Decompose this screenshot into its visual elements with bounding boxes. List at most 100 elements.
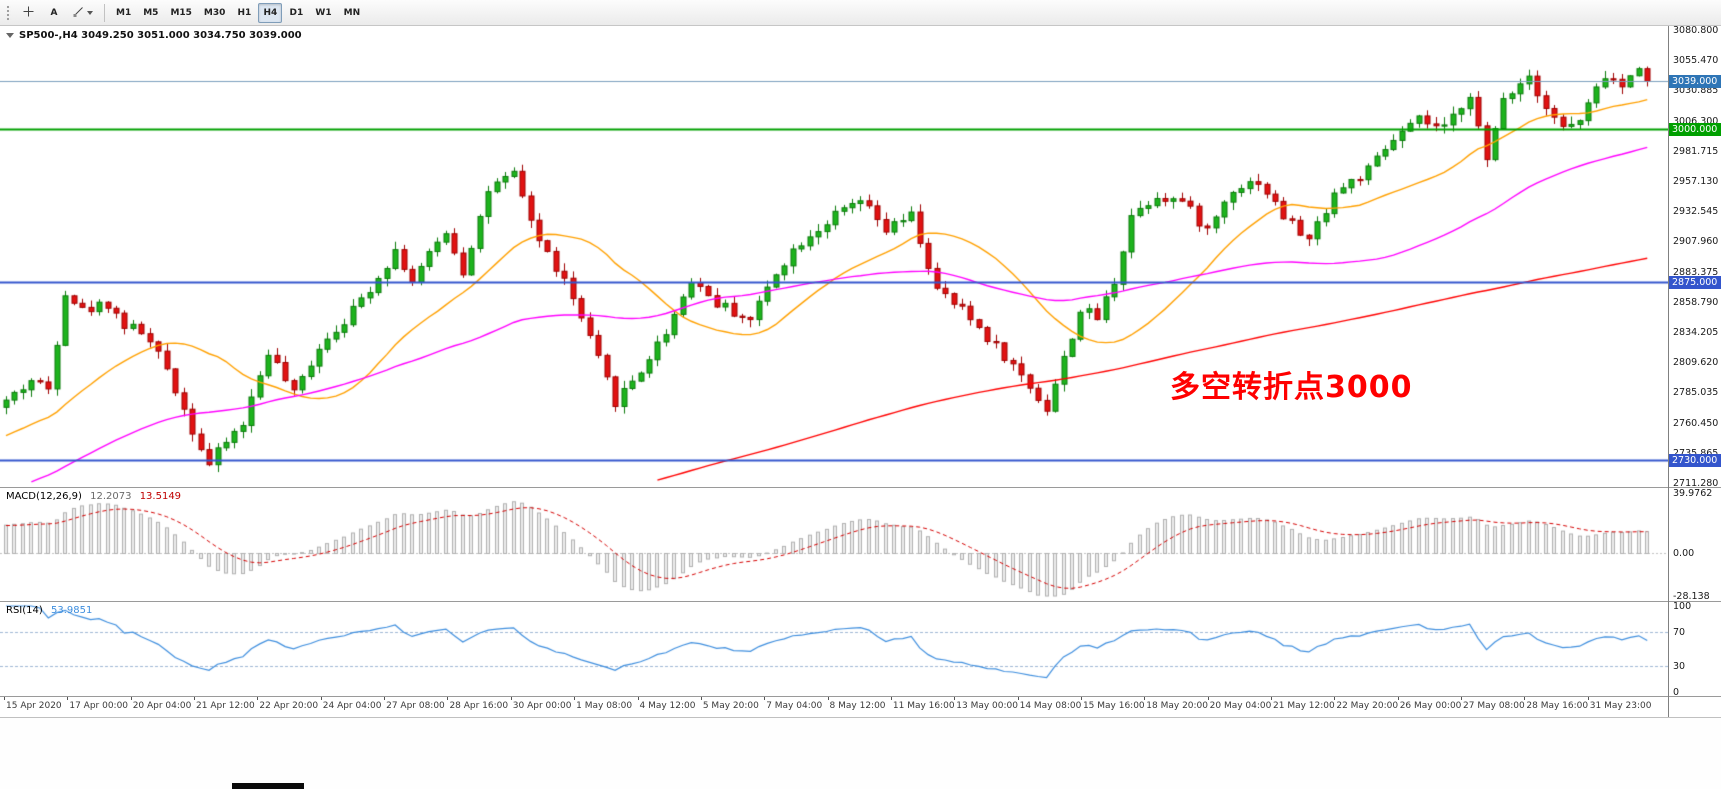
price-axis-label: 0.00 [1673, 548, 1695, 560]
price-axis-label: 70 [1673, 626, 1686, 638]
time-tick [4, 697, 5, 700]
pane-separator [0, 696, 1721, 697]
crosshair-tool-button[interactable] [16, 3, 40, 23]
timeframe-button-m5[interactable]: M5 [138, 3, 163, 23]
price-level-badge: 3000.000 [1669, 122, 1721, 136]
price-chart-canvas[interactable] [0, 26, 1668, 487]
chart-title: SP500-,H4 3049.250 3051.000 3034.750 303… [6, 30, 302, 41]
time-axis-label: 27 May 08:00 [1463, 701, 1525, 711]
time-axis-label: 24 Apr 04:00 [322, 701, 382, 711]
time-axis-label: 21 May 12:00 [1273, 701, 1335, 711]
bottom-margin [0, 718, 1721, 789]
timeframe-button-h1[interactable]: H1 [232, 3, 256, 23]
time-axis-label: 17 Apr 00:00 [69, 701, 129, 711]
pane-separator[interactable] [0, 487, 1721, 488]
price-axis[interactable]: 3080.800 3055.470 3030.885 3006.300 2981.715… [1669, 0, 1721, 789]
price-axis-label: 39.9762 [1673, 488, 1713, 499]
time-tick [1271, 697, 1272, 700]
time-tick [1524, 697, 1525, 700]
time-axis-label: 20 Apr 04:00 [132, 701, 192, 711]
time-tick [891, 697, 892, 700]
time-axis-label: 22 Apr 20:00 [259, 701, 319, 711]
draw-shapes-button[interactable] [68, 3, 98, 23]
time-axis-label: 1 May 08:00 [576, 701, 633, 711]
pane-separator[interactable] [0, 601, 1721, 602]
price-axis-label: 0 [1673, 687, 1680, 698]
price-axis-label: -28.138 [1673, 591, 1710, 602]
price-axis-label: 2834.205 [1673, 327, 1719, 338]
time-axis-label: 22 May 20:00 [1336, 701, 1399, 711]
time-tick [194, 697, 195, 700]
price-axis-label: 2858.790 [1673, 296, 1719, 308]
chevron-down-icon [87, 10, 93, 15]
price-axis-line [1668, 26, 1669, 717]
time-axis-label: 21 Apr 12:00 [196, 701, 255, 711]
timeframe-button-mn[interactable]: MN [339, 3, 366, 23]
chart-window-bottom-border [0, 717, 1721, 718]
time-axis-label: 30 Apr 00:00 [512, 701, 572, 711]
time-tick [321, 697, 322, 700]
time-tick [257, 697, 258, 700]
time-axis-label: 31 May 23:00 [1589, 701, 1652, 711]
annotation-text[interactable]: 多空转折点3000 [1170, 370, 1413, 405]
time-tick [638, 697, 639, 700]
chart-menu-icon [6, 33, 14, 38]
price-axis-label: 2711.280 [1673, 478, 1719, 489]
price-level-badge: 2875.000 [1669, 275, 1721, 289]
time-tick [1144, 697, 1145, 700]
macd-signal-value: 13.5149 [139, 491, 182, 502]
macd-main-value: 12.2073 [90, 491, 132, 502]
price-axis-label: 2883.375 [1673, 266, 1719, 278]
trendline-icon [73, 6, 84, 20]
crosshair-icon [23, 6, 34, 20]
timeframe-button-m1[interactable]: M1 [111, 3, 136, 23]
rsi-indicator-canvas[interactable] [0, 602, 1668, 696]
price-axis-label: 3006.300 [1673, 115, 1719, 127]
time-tick [1081, 697, 1082, 700]
macd-indicator-canvas[interactable] [0, 488, 1668, 601]
time-tick [1398, 697, 1399, 700]
price-axis-label: 2735.865 [1673, 448, 1718, 459]
time-axis-label: 4 May 12:00 [639, 701, 696, 711]
time-tick [828, 697, 829, 700]
timeframe-button-d1[interactable]: D1 [284, 3, 308, 23]
time-axis-label: 18 May 20:00 [1146, 701, 1209, 711]
rsi-label: RSI(14) 53.9851 [6, 605, 97, 616]
price-axis-label: 2785.035 [1673, 387, 1719, 399]
time-axis-label: 28 Apr 16:00 [449, 701, 509, 711]
toolbar-drag-handle[interactable] [6, 4, 11, 21]
time-tick [67, 697, 68, 700]
price-level-badge: 2730.000 [1669, 453, 1721, 467]
time-tick [764, 697, 765, 700]
macd-label: MACD(12,26,9) 12.2073 13.5149 [6, 491, 186, 502]
price-axis-label: 3080.800 [1673, 25, 1719, 36]
price-axis-label: 3030.885 [1673, 85, 1719, 97]
timeframe-toolbar: M1 M5 M15 M30 H1 H4 D1 W1 MN [110, 2, 366, 23]
time-axis-label: 26 May 00:00 [1399, 701, 1462, 711]
price-axis-label: 100 [1673, 601, 1692, 612]
time-tick [701, 697, 702, 700]
time-axis-label: 14 May 08:00 [1019, 701, 1082, 711]
price-axis-label: 2981.715 [1673, 145, 1719, 157]
time-tick [131, 697, 132, 700]
text-tool-button[interactable]: A [42, 3, 66, 23]
timeframe-button-h4[interactable]: H4 [258, 2, 283, 23]
price-axis-label: 2809.620 [1673, 357, 1719, 369]
price-axis-label: 3055.470 [1673, 55, 1719, 67]
time-axis-label: 5 May 20:00 [702, 701, 759, 711]
time-tick [954, 697, 955, 700]
time-tick [447, 697, 448, 700]
timeframe-button-m30[interactable]: M30 [199, 3, 230, 23]
toolbar-separator [104, 3, 105, 22]
timeframe-button-m15[interactable]: M15 [165, 3, 196, 23]
time-axis-label: 28 May 16:00 [1526, 701, 1589, 711]
timeframe-button-w1[interactable]: W1 [310, 3, 336, 23]
price-axis-label: 30 [1673, 661, 1686, 673]
time-tick [574, 697, 575, 700]
time-axis-label: 13 May 00:00 [956, 701, 1018, 711]
time-axis[interactable]: 15 Apr 2020 17 Apr 00:00 20 Apr 04:00 21 Ap… [0, 697, 1668, 717]
toolbar: A M1 M5 M15 M30 H1 H4 D1 W1 MN [0, 0, 1721, 26]
time-axis-label: 20 May 04:00 [1209, 701, 1272, 711]
price-axis-label: 2760.450 [1673, 417, 1719, 429]
time-tick [1588, 697, 1589, 700]
